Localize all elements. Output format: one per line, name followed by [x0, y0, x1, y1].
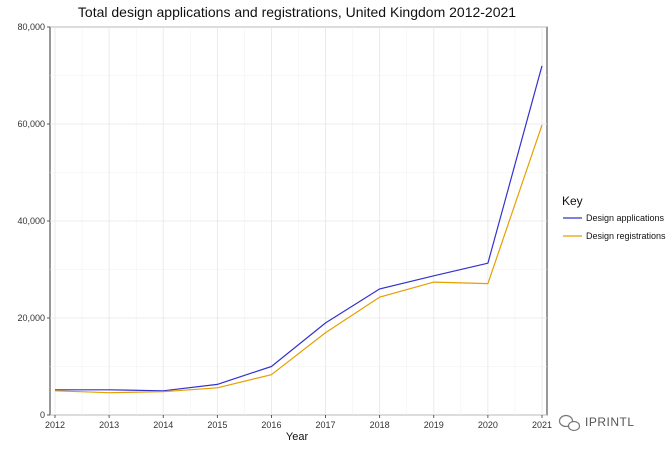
- x-tick-label: 2012: [45, 420, 65, 430]
- legend-items: Design applications Design registrations: [563, 213, 666, 241]
- x-axis-title: Year: [286, 431, 309, 443]
- legend-label: Design registrations: [586, 231, 666, 241]
- y-tick-label: 40,000: [17, 216, 45, 226]
- x-tick-label: 2016: [261, 420, 281, 430]
- series-line-design-applications: [55, 65, 543, 392]
- x-tick-label: 2018: [370, 420, 390, 430]
- x-tick-label: 2021: [532, 420, 552, 430]
- y-tick-label: 80,000: [17, 22, 45, 32]
- x-tick-label: 2019: [424, 420, 444, 430]
- y-axis-ticks: 0 20,000 40,000 60,000 80,000: [17, 22, 50, 420]
- x-axis-ticks: 2012 2013 2014 2015 2016 2017 2018 2019 2020 2021: [45, 415, 552, 430]
- x-tick-label: 2013: [99, 420, 119, 430]
- y-tick-label: 60,000: [17, 119, 45, 129]
- major-gridlines: [50, 26, 547, 416]
- watermark: IPRINTL: [558, 414, 635, 432]
- x-tick-label: 2017: [316, 420, 336, 430]
- series-line-design-registrations: [54, 124, 543, 394]
- chart-title: Total design applications and registrati…: [78, 4, 516, 20]
- legend-title: Key: [562, 194, 583, 208]
- y-tick-label: 20,000: [17, 313, 45, 323]
- series-lines: [54, 65, 543, 394]
- y-tick-label: 0: [40, 410, 45, 420]
- x-tick-label: 2015: [207, 420, 227, 430]
- watermark-text: IPRINTL: [585, 415, 635, 429]
- x-tick-label: 2020: [478, 420, 498, 430]
- wechat-icon: [558, 414, 581, 432]
- legend: Key Design applications Design registrati…: [562, 194, 666, 241]
- x-tick-label: 2014: [153, 420, 173, 430]
- legend-label: Design applications: [586, 213, 665, 223]
